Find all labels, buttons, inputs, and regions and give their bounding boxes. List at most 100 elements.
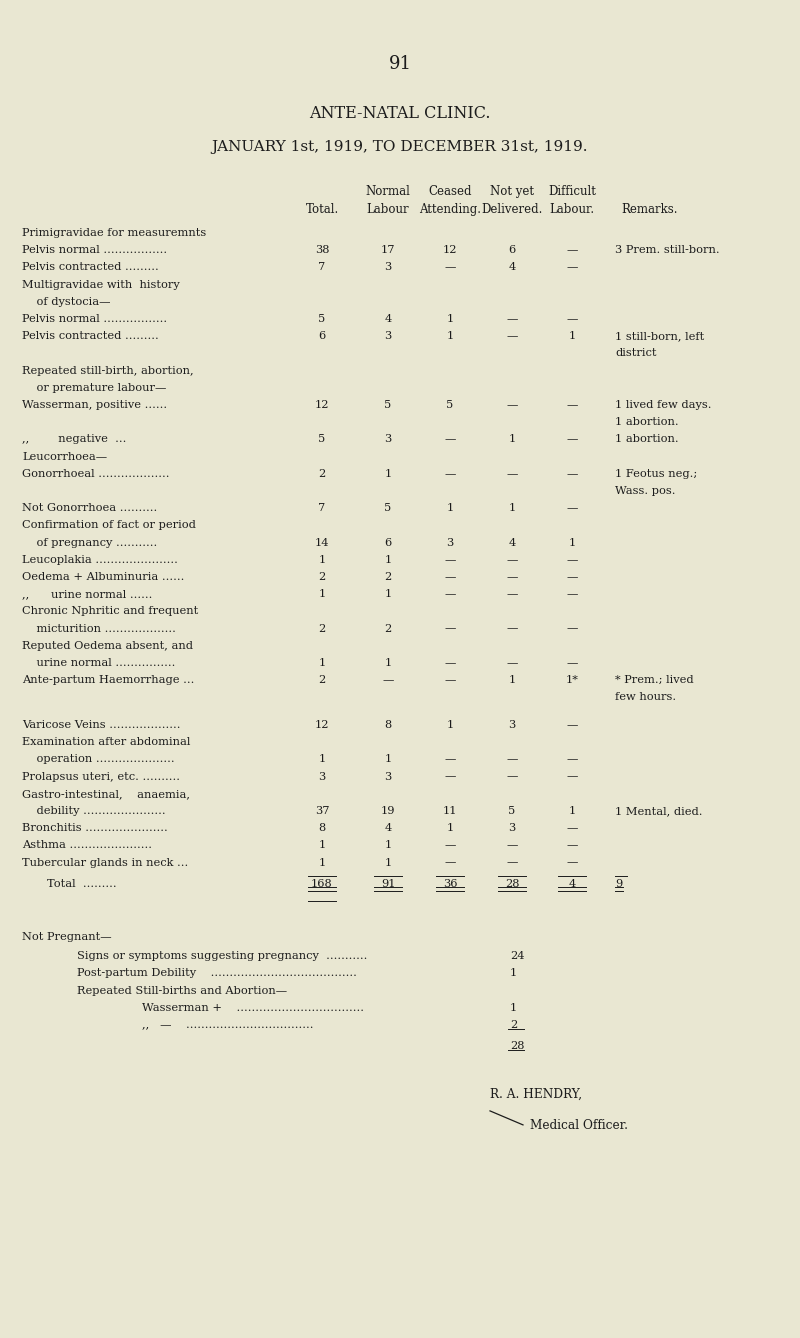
Text: 2: 2: [318, 468, 326, 479]
Text: 1: 1: [510, 1002, 518, 1013]
Text: —: —: [566, 823, 578, 834]
Text: 1: 1: [318, 858, 326, 867]
Text: Difficult: Difficult: [548, 185, 596, 198]
Text: —: —: [566, 262, 578, 273]
Text: Labour: Labour: [366, 203, 410, 215]
Text: 91: 91: [389, 55, 411, 74]
Text: —: —: [506, 589, 518, 599]
Text: Ante-partum Haemorrhage ...: Ante-partum Haemorrhage ...: [22, 676, 194, 685]
Text: —: —: [444, 658, 456, 668]
Text: —: —: [506, 573, 518, 582]
Text: 4: 4: [508, 538, 516, 547]
Text: 5: 5: [384, 400, 392, 409]
Text: Bronchitis ......................: Bronchitis ......................: [22, 823, 168, 834]
Text: 4: 4: [384, 823, 392, 834]
Text: operation .....................: operation .....................: [22, 755, 174, 764]
Text: Chronic Nphritic and frequent: Chronic Nphritic and frequent: [22, 606, 198, 617]
Text: 4: 4: [568, 879, 576, 888]
Text: 1 Mental, died.: 1 Mental, died.: [615, 805, 702, 816]
Text: 1: 1: [318, 840, 326, 851]
Text: 3: 3: [446, 538, 454, 547]
Text: 3: 3: [384, 435, 392, 444]
Text: 12: 12: [442, 245, 458, 256]
Text: 14: 14: [314, 538, 330, 547]
Text: 5: 5: [318, 435, 326, 444]
Text: 8: 8: [318, 823, 326, 834]
Text: 2: 2: [384, 573, 392, 582]
Text: 2: 2: [510, 1020, 518, 1030]
Text: few hours.: few hours.: [615, 692, 676, 702]
Text: Gastro-intestinal,    anaemia,: Gastro-intestinal, anaemia,: [22, 788, 190, 799]
Text: R. A. HENDRY,: R. A. HENDRY,: [490, 1088, 582, 1101]
Text: of dystocia—: of dystocia—: [22, 297, 110, 306]
Text: —: —: [444, 573, 456, 582]
Text: Leucoplakia ......................: Leucoplakia ......................: [22, 555, 178, 565]
Text: 5: 5: [384, 503, 392, 514]
Text: 1 abortion.: 1 abortion.: [615, 435, 678, 444]
Text: 7: 7: [318, 503, 326, 514]
Text: Total.: Total.: [306, 203, 338, 215]
Text: —: —: [506, 658, 518, 668]
Text: 2: 2: [318, 676, 326, 685]
Text: Repeated Still-births and Abortion—: Repeated Still-births and Abortion—: [77, 986, 287, 995]
Text: —: —: [566, 245, 578, 256]
Text: Not Pregnant—: Not Pregnant—: [22, 933, 112, 942]
Text: 37: 37: [314, 805, 330, 816]
Text: Post-partum Debility    .......................................: Post-partum Debility ...................…: [77, 969, 357, 978]
Text: Tubercular glands in neck ...: Tubercular glands in neck ...: [22, 858, 188, 867]
Text: —: —: [506, 468, 518, 479]
Text: —: —: [566, 658, 578, 668]
Text: Examination after abdominal: Examination after abdominal: [22, 737, 190, 747]
Text: 24: 24: [510, 951, 525, 961]
Text: Labour.: Labour.: [550, 203, 594, 215]
Text: 1: 1: [384, 840, 392, 851]
Text: —: —: [566, 573, 578, 582]
Text: 3: 3: [384, 332, 392, 341]
Text: —: —: [566, 720, 578, 731]
Text: 36: 36: [442, 879, 458, 888]
Text: urine normal ................: urine normal ................: [22, 658, 175, 668]
Text: Varicose Veins ...................: Varicose Veins ...................: [22, 720, 181, 731]
Text: —: —: [506, 840, 518, 851]
Text: —: —: [506, 555, 518, 565]
Text: 1: 1: [508, 435, 516, 444]
Text: 1 still-born, left: 1 still-born, left: [615, 332, 704, 341]
Text: 1: 1: [508, 503, 516, 514]
Text: —: —: [506, 755, 518, 764]
Text: —: —: [566, 772, 578, 781]
Text: 5: 5: [446, 400, 454, 409]
Text: Pelvis contracted .........: Pelvis contracted .........: [22, 262, 158, 273]
Text: 4: 4: [384, 314, 392, 324]
Text: —: —: [444, 840, 456, 851]
Text: * Prem.; lived: * Prem.; lived: [615, 676, 694, 685]
Text: Wasserman +    ..................................: Wasserman + ............................…: [142, 1002, 364, 1013]
Text: —: —: [444, 468, 456, 479]
Text: Prolapsus uteri, etc. ..........: Prolapsus uteri, etc. ..........: [22, 772, 180, 781]
Text: 38: 38: [314, 245, 330, 256]
Text: 2: 2: [318, 624, 326, 634]
Text: 28: 28: [505, 879, 519, 888]
Text: 1: 1: [510, 969, 518, 978]
Text: Leucorrhoea—: Leucorrhoea—: [22, 452, 107, 462]
Text: Pelvis normal .................: Pelvis normal .................: [22, 314, 167, 324]
Text: 1*: 1*: [566, 676, 578, 685]
Text: 1: 1: [508, 676, 516, 685]
Text: —: —: [566, 468, 578, 479]
Text: Total  .........: Total .........: [47, 879, 117, 888]
Text: —: —: [566, 624, 578, 634]
Text: Pelvis contracted .........: Pelvis contracted .........: [22, 332, 158, 341]
Text: 12: 12: [314, 400, 330, 409]
Text: 91: 91: [381, 879, 395, 888]
Text: —: —: [382, 676, 394, 685]
Text: —: —: [566, 400, 578, 409]
Text: 8: 8: [384, 720, 392, 731]
Text: —: —: [444, 262, 456, 273]
Text: —: —: [444, 589, 456, 599]
Text: 1: 1: [318, 589, 326, 599]
Text: 5: 5: [508, 805, 516, 816]
Text: of pregnancy ...........: of pregnancy ...........: [22, 538, 158, 547]
Text: —: —: [506, 624, 518, 634]
Text: Asthma ......................: Asthma ......................: [22, 840, 152, 851]
Text: micturition ...................: micturition ...................: [22, 624, 176, 634]
Text: 5: 5: [318, 314, 326, 324]
